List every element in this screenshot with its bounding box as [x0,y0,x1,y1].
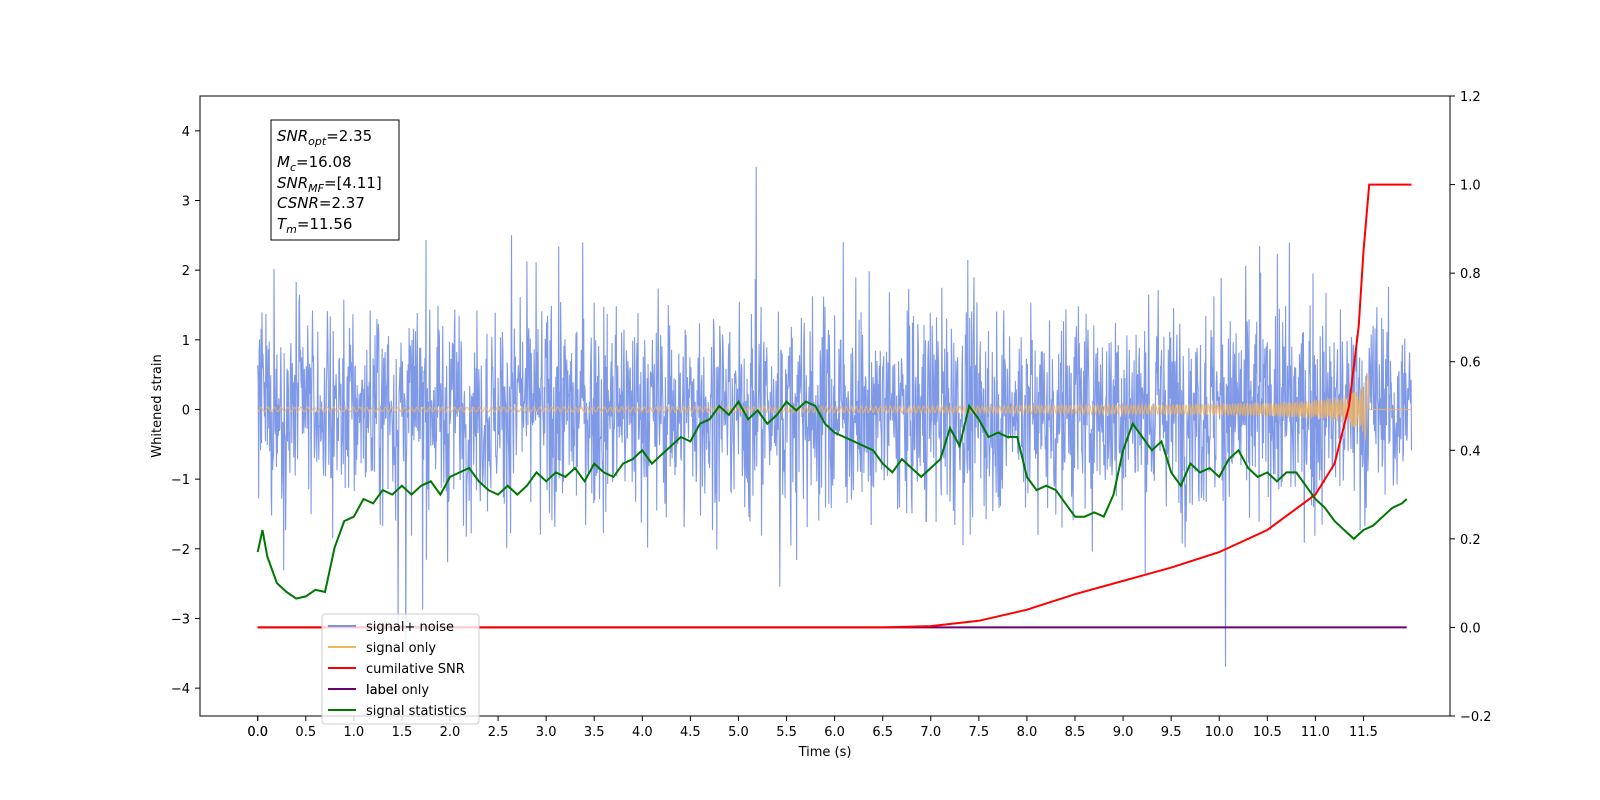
legend-label: signal+ noise [366,620,454,635]
legend-box [321,613,480,725]
series-signal-only [257,374,1412,440]
y-axis-left: 4 3 2 1 0 −1 −2 −3 −4 [171,125,200,697]
x-tick-label: 8.5 [1065,725,1086,740]
y-tick-label: 3 [182,194,190,209]
y2-tick-label: 0.4 [1460,444,1481,459]
x-tick-label: 4.5 [680,725,701,740]
stat-snr-opt: SNRopt=2.35 [277,127,372,148]
stat-mc: Mc=16.08 [277,153,352,174]
legend: signal+ noise signal only cumilative SNR… [321,613,480,725]
x-tick-label: 1.5 [392,725,413,740]
series-signal-noise [257,166,1413,667]
y-tick-label: −2 [171,543,190,558]
x-tick-label: 6.5 [872,725,893,740]
legend-entry: cumilative SNR [328,662,465,677]
y-tick-label: 0 [182,403,190,418]
y2-tick-label: 0.6 [1460,356,1481,371]
x-tick-label: 6.0 [824,725,845,740]
x-axis: 0.00.0 0.5 1.0 1.5 2.0 2.5 3.0 3.5 4.0 4.5 5.0 5.5 6… [247,716,1378,740]
y-axis-right: 1.2 1.0 0.8 0.6 0.4 0.2 0.0 −0.2 [1450,90,1492,725]
axes-frame [199,95,1451,717]
y2-tick-label: 1.2 [1460,90,1481,105]
legend-label: signal statistics [366,704,467,719]
y-tick-label: −1 [171,473,190,488]
x-tick-label: 11.0 [1301,725,1330,740]
series-cumulative-snr [257,183,1412,629]
x-tick-label: 9.5 [1161,725,1182,740]
x-tick-label: 1.0 [344,725,365,740]
x-tick-label: 7.0 [920,725,941,740]
x-tick-label: 11.5 [1349,725,1378,740]
stats-annotation: SNRopt=2.35 Mc=16.08 SNRMF=[4.11] CSNR=2… [270,119,400,241]
stats-annotation-box [270,119,400,241]
x-tick-label: 3.0 [536,725,557,740]
y-tick-label: 4 [182,125,190,140]
x-tick-label: 0.0 [247,725,268,740]
stat-tm: Tm=11.56 [277,215,352,236]
x-tick-label: 10.0 [1205,725,1234,740]
stat-snr-mf: SNRMF=[4.11] [277,174,382,195]
x-tick-label: 5.5 [776,725,797,740]
x-tick-label: 2.5 [488,725,509,740]
x-tick-label: 10.5 [1253,725,1282,740]
plot-area [256,166,1413,667]
x-tick-label: 0.0 [247,725,268,740]
legend-label: label only [366,683,429,698]
y2-tick-label: 0.0 [1460,621,1481,636]
y-tick-label: 2 [182,264,190,279]
x-tick-label: 5.0 [728,725,749,740]
y2-tick-label: 0.8 [1460,267,1481,282]
legend-label: cumilative SNR [366,662,465,677]
y2-tick-label: 0.2 [1460,533,1481,548]
y2-tick-label: −0.2 [1460,710,1492,725]
y-axis-label: Whitened strain [150,354,165,457]
x-tick-label: 2.0 [440,725,461,740]
legend-entry: signal+ noise [328,620,454,635]
legend-entry: signal only [328,641,436,656]
y-tick-label: 1 [182,334,190,349]
y-tick-label: −3 [171,612,190,627]
x-axis-label: Time (s) [798,745,852,760]
series-signal-statistics [256,399,1408,600]
stat-csnr: CSNR=2.37 [277,194,365,212]
legend-entry: label only label [328,683,429,698]
x-tick-label: 9.0 [1113,725,1134,740]
legend-label: label [366,683,397,698]
x-tick-label: 7.5 [969,725,990,740]
x-tick-label: 4.0 [632,725,653,740]
y-tick-label: −4 [171,682,190,697]
x-tick-label: 3.5 [584,725,605,740]
y2-tick-label: 1.0 [1460,179,1481,194]
legend-entry: signal statistics [328,704,467,719]
x-tick-label: 0.5 [295,725,316,740]
legend-label: signal only [366,641,436,656]
x-tick-label: 8.0 [1017,725,1038,740]
